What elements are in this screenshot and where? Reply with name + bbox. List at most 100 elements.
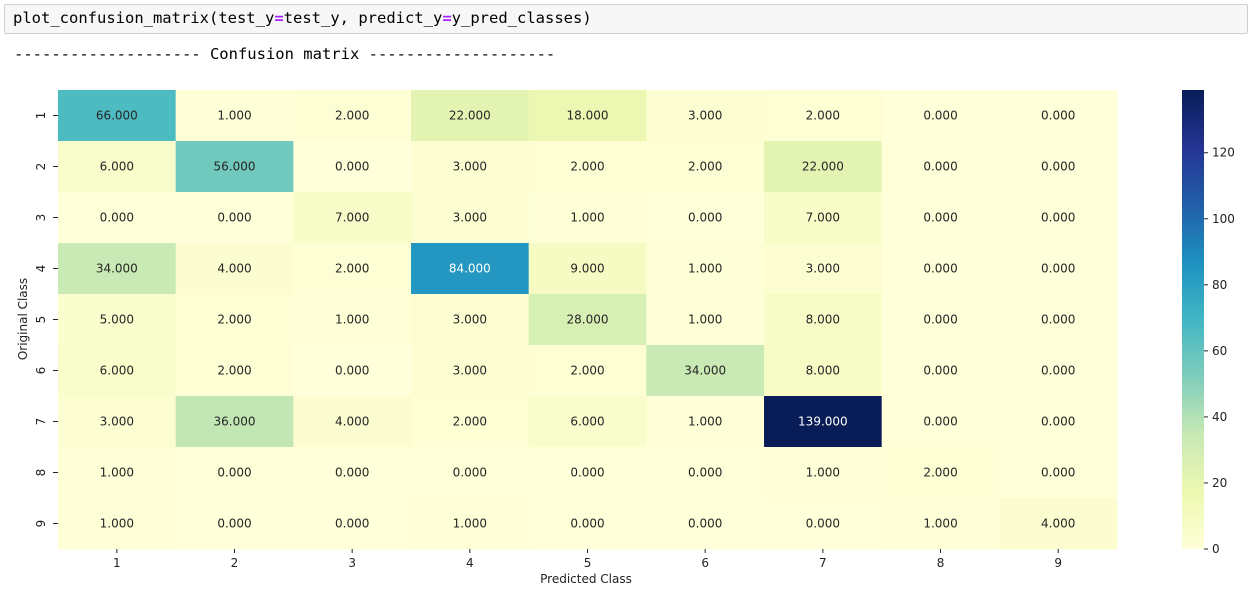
cell-value-label: 1.000 — [806, 466, 840, 480]
cell-value-label: 5.000 — [100, 313, 134, 327]
heatmap-cell — [646, 243, 765, 295]
cell-value-label: 3.000 — [453, 313, 487, 327]
cell-value-label: 3.000 — [453, 160, 487, 174]
x-axis-label: Predicted Class — [540, 572, 632, 586]
cell-value-label: 8.000 — [806, 364, 840, 378]
cell-value-label: 2.000 — [217, 313, 251, 327]
x-tick-label: 4 — [466, 556, 474, 570]
cell-value-label: 0.000 — [1041, 109, 1075, 123]
heatmap-cell — [881, 345, 1000, 397]
heatmap-cell — [528, 192, 647, 244]
cell-value-label: 1.000 — [688, 313, 722, 327]
heatmap-cell — [293, 243, 412, 295]
arg2-value: y_pred_classes — [451, 9, 583, 27]
cell-value-label: 0.000 — [923, 109, 957, 123]
cell-value-label: 0.000 — [100, 211, 134, 225]
cell-value-label: 0.000 — [1041, 466, 1075, 480]
heatmap-cell — [881, 90, 1000, 142]
cell-value-label: 3.000 — [453, 211, 487, 225]
heatmap-cell — [175, 294, 294, 346]
heatmap-cell — [999, 141, 1118, 193]
code-cell[interactable]: plot_confusion_matrix(test_y=test_y, pre… — [4, 4, 1248, 34]
cell-value-label: 36.000 — [214, 415, 256, 429]
cell-value-label: 1.000 — [335, 313, 369, 327]
arg2-name: predict_y — [358, 9, 443, 27]
heatmap-cell — [646, 498, 765, 550]
y-tick-label: 4 — [34, 265, 48, 273]
heatmap-cell — [411, 498, 530, 550]
heatmap-cell — [646, 294, 765, 346]
cell-value-label: 2.000 — [570, 160, 604, 174]
colorbar-gradient — [1182, 90, 1204, 549]
heatmap-cell — [175, 345, 294, 397]
cell-value-label: 3.000 — [453, 364, 487, 378]
heatmap-cell — [646, 141, 765, 193]
x-tick-label: 3 — [348, 556, 356, 570]
colorbar-tick-label: 60 — [1212, 344, 1227, 358]
cell-value-label: 7.000 — [806, 211, 840, 225]
heatmap-cell — [528, 396, 647, 448]
colorbar-tick-label: 20 — [1212, 476, 1227, 490]
y-tick-label: 6 — [34, 367, 48, 375]
cell-value-label: 0.000 — [923, 262, 957, 276]
cell-value-label: 1.000 — [688, 262, 722, 276]
x-tick-label: 5 — [584, 556, 592, 570]
cell-value-label: 0.000 — [688, 211, 722, 225]
heatmap-cell — [999, 192, 1118, 244]
cell-value-label: 0.000 — [923, 313, 957, 327]
heatmap-cell — [764, 141, 883, 193]
cell-value-label: 3.000 — [688, 109, 722, 123]
cell-value-label: 28.000 — [567, 313, 609, 327]
heatmap-cell — [881, 141, 1000, 193]
output-header: -------------------- Confusion matrix --… — [14, 45, 556, 63]
x-tick-label: 9 — [1054, 556, 1062, 570]
colorbar-tick-label: 120 — [1212, 146, 1235, 160]
heatmap-cell — [175, 396, 294, 448]
heatmap-cell — [58, 243, 177, 295]
heatmap-cell — [293, 141, 412, 193]
heatmap-cell — [293, 396, 412, 448]
heatmap-cell — [58, 192, 177, 244]
heatmap-cell — [411, 396, 530, 448]
cell-value-label: 0.000 — [335, 517, 369, 531]
cell-value-label: 7.000 — [335, 211, 369, 225]
cell-value-label: 22.000 — [449, 109, 491, 123]
heatmap-cell — [999, 90, 1118, 142]
colorbar: 0 20 40 60 80 100 120 — [1182, 90, 1235, 556]
cell-value-label: 0.000 — [1041, 160, 1075, 174]
cell-value-label: 34.000 — [96, 262, 138, 276]
heatmap-cell — [293, 447, 412, 499]
cell-value-label: 0.000 — [923, 211, 957, 225]
heatmap-cell — [999, 345, 1118, 397]
heatmap-cell — [764, 447, 883, 499]
cell-value-label: 1.000 — [217, 109, 251, 123]
heatmap-cell — [881, 396, 1000, 448]
cell-value-label: 9.000 — [570, 262, 604, 276]
cell-value-label: 0.000 — [688, 466, 722, 480]
colorbar-tick-label: 40 — [1212, 410, 1227, 424]
heatmap-cell — [58, 90, 177, 142]
cell-value-label: 84.000 — [449, 262, 491, 276]
heatmap-cell — [646, 90, 765, 142]
heatmap-cell — [411, 141, 530, 193]
cell-value-label: 18.000 — [567, 109, 609, 123]
y-tick-label: 9 — [34, 520, 48, 528]
cell-value-label: 0.000 — [1041, 364, 1075, 378]
x-tick-label: 8 — [937, 556, 945, 570]
cell-value-label: 66.000 — [96, 109, 138, 123]
cell-value-label: 0.000 — [688, 517, 722, 531]
code-line[interactable]: plot_confusion_matrix(test_y=test_y, pre… — [13, 9, 592, 27]
cell-value-label: 1.000 — [570, 211, 604, 225]
heatmap-cell — [764, 192, 883, 244]
heatmap-cell — [175, 243, 294, 295]
cell-value-label: 1.000 — [100, 517, 134, 531]
heatmap-cell — [528, 243, 647, 295]
heatmap-cell — [646, 192, 765, 244]
heatmap-cell — [764, 294, 883, 346]
cell-value-label: 2.000 — [923, 466, 957, 480]
heatmap-cell — [881, 294, 1000, 346]
heatmap-cell — [646, 447, 765, 499]
heatmap-cell — [175, 192, 294, 244]
cell-value-label: 2.000 — [453, 415, 487, 429]
